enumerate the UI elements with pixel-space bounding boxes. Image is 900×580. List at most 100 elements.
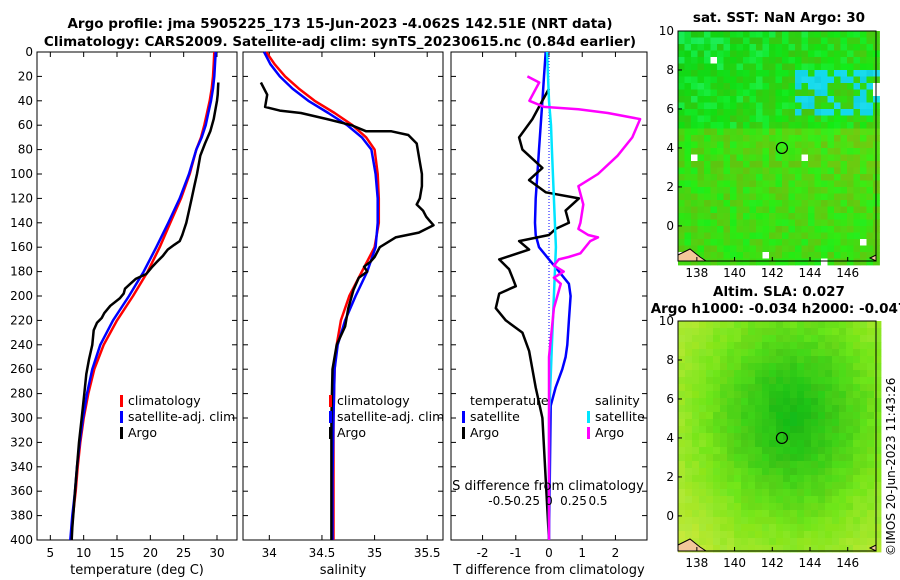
map-y-tick-label: 6 [666,392,674,406]
map-cell [743,128,750,136]
map-cell [839,524,847,532]
map-cell [699,342,707,350]
map-cell [769,335,777,343]
map-x-tick-label: 140 [723,266,746,280]
map-cell [853,517,861,525]
map-cell [874,356,882,364]
map-cell [741,398,749,406]
map-cell [827,161,835,168]
map-cell [713,391,721,399]
map-cell [717,50,724,58]
map-cell [697,226,705,233]
map-cell [755,531,763,539]
map-cell [834,167,841,175]
map-cell [853,482,861,490]
map-cell [860,342,868,350]
map-cell [867,321,875,329]
map-cell [678,37,685,45]
map-cell [853,232,861,240]
map-cell [801,44,809,51]
map-cell [832,412,840,420]
map-cell [769,141,776,149]
map-cell [730,226,737,233]
map-cell [699,412,707,420]
map-cell [782,180,789,188]
map-cell [811,335,819,343]
map-cell [684,167,692,175]
map-cell [811,398,819,406]
map-cell [776,461,784,469]
map-cell [713,461,721,469]
map-cell [818,412,826,420]
map-cell [762,426,770,434]
map-cell [685,517,693,525]
map-cell [867,517,875,525]
map-cell [741,482,749,490]
map-cell [847,174,854,181]
map-cell [692,433,700,441]
map-cell [790,328,798,336]
map-cell [853,193,861,201]
map-cell [804,475,812,483]
map-cell [866,226,874,233]
map-cell [704,128,711,136]
map-cell [692,342,700,350]
map-cell [797,342,805,350]
map-cell [847,245,854,253]
map-cell [723,161,731,168]
map-cell [795,213,802,220]
map-cell [832,475,840,483]
map-cell [706,405,714,413]
map-cell [811,496,819,504]
map-cell [853,524,861,532]
map-cell [755,377,763,385]
map-cell [818,405,826,413]
map-cell [808,102,815,110]
map-cell [821,167,828,175]
map-cell [736,109,744,116]
map-cell [790,503,798,511]
map-cell [782,83,789,90]
map-cell [839,328,847,336]
map-cell [743,115,750,123]
map-cell [788,193,796,201]
map-cell [748,342,756,350]
map-cell [839,531,847,539]
map-cell [797,328,805,336]
map-cell [769,50,776,58]
map-cell [762,517,770,525]
map-cell [678,447,686,455]
map-cell [860,370,868,378]
argo-marker [775,431,789,445]
map-cell [788,31,796,38]
map-cell [697,193,705,201]
map-cell [795,187,802,194]
map-cell [756,89,763,97]
map-cell [840,180,848,188]
map-cell [741,545,749,553]
map-cell [736,128,744,136]
map-cell [713,524,721,532]
map-cell [717,206,724,214]
map-cell [832,405,840,413]
map-cell [756,135,763,142]
map-cell [727,482,735,490]
map-cell [801,109,809,116]
map-cell [797,454,805,462]
map-cell [808,154,815,162]
map-cell [692,482,700,490]
map-cell [797,321,805,329]
map-cell [782,213,789,220]
map-cell [825,468,833,476]
map-cell [697,44,705,51]
map-cell [832,356,840,364]
map-cell [678,102,685,110]
map-cell [797,461,805,469]
map-cell [699,356,707,364]
map-cell [776,356,784,364]
map-cell [788,167,796,175]
map-cell [704,135,711,142]
legend-temp-clim-swatch [120,395,123,407]
map-cell [782,154,789,162]
map-cell [860,31,867,38]
